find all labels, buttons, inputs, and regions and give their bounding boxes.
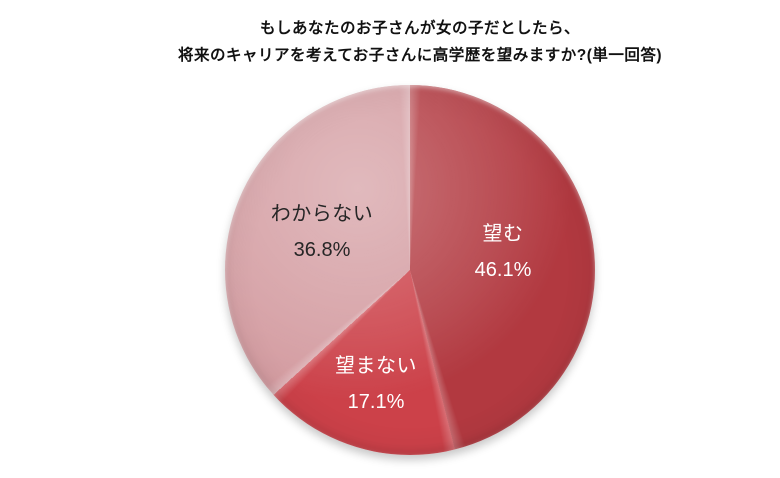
slice-name: 望む	[482, 223, 524, 245]
pie-chart: 望む 46.1% 望まない 17.1% わからない 36.8%	[225, 85, 595, 455]
pie-gloss-overlay	[225, 85, 595, 455]
slice-percent: 17.1%	[347, 391, 405, 413]
slice-name: わからない	[270, 203, 374, 225]
pie-face	[225, 85, 595, 455]
chart-title-line2: 将来のキャリアを考えてお子さんに高学歴を望みますか?(単一回答)	[177, 47, 663, 64]
chart-title-line1: もしあなたのお子さんが女の子だとしたら、	[259, 20, 580, 37]
slice-percent: 46.1%	[474, 259, 532, 281]
slice-label-wish: 望む 46.1%	[475, 216, 532, 288]
chart-title: もしあなたのお子さんが女の子だとしたら、 将来のキャリアを考えてお子さんに高学歴…	[40, 15, 780, 69]
slice-percent: 36.8%	[293, 239, 351, 261]
slice-name: 望まない	[335, 355, 417, 377]
slice-label-unknown: わからない 36.8%	[271, 196, 374, 268]
slice-label-not-wish: 望まない 17.1%	[335, 348, 417, 420]
